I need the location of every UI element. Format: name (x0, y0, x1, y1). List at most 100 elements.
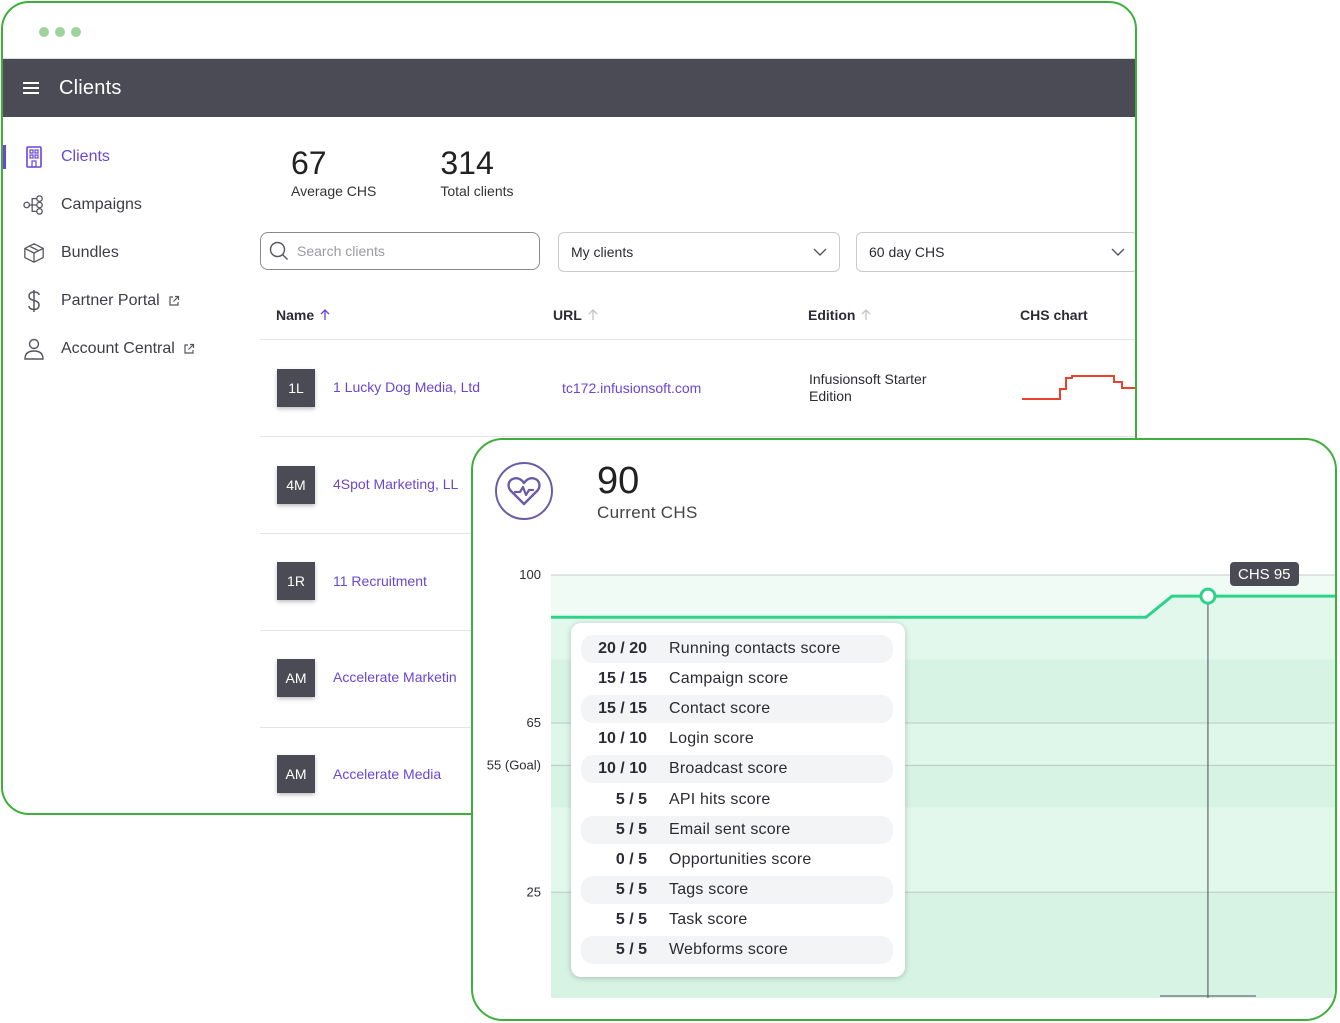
score-label: Contact score (669, 700, 771, 717)
sidebar-item-clients[interactable]: Clients (3, 133, 243, 181)
score-row: 15 / 15 Campaign score (581, 665, 893, 693)
average-chs-value: 67 (291, 145, 327, 181)
sidebar-item-partner-portal[interactable]: Partner Portal (3, 277, 243, 325)
dollar-icon (23, 290, 45, 312)
score-value: 15 / 15 (598, 700, 647, 717)
sidebar-item-account-central[interactable]: Account Central (3, 325, 243, 373)
avatar: 1R (277, 562, 315, 600)
sidebar-item-label: Account Central (61, 340, 175, 357)
y-tick-label: 65 (527, 715, 541, 730)
window-dot[interactable] (71, 27, 81, 37)
score-value: 5 / 5 (615, 941, 647, 958)
table-row[interactable]: AM Accelerate Media (260, 728, 1135, 813)
score-row: 20 / 20 Running contacts score (581, 635, 893, 663)
table-row[interactable]: 1L 1 Lucky Dog Media, Ltd tc172.infusion… (260, 340, 1135, 437)
highlight-point (1199, 587, 1217, 605)
period-select[interactable]: 60 day CHS (856, 232, 1135, 272)
health-icon-badge (495, 462, 553, 520)
flow-icon (23, 194, 45, 216)
owner-select[interactable]: My clients (558, 232, 840, 272)
score-value: 10 / 10 (598, 760, 647, 777)
score-row: 5 / 5 Tags score (581, 876, 893, 904)
stats-summary: 67 Average CHS 314 Total clients (291, 145, 514, 199)
y-tick-label: 55 (Goal) (487, 757, 541, 772)
client-name-link[interactable]: 4Spot Marketing, LL (333, 476, 459, 492)
column-edition[interactable]: Edition (808, 307, 871, 323)
chevron-down-icon (1111, 248, 1125, 256)
window-dot[interactable] (55, 27, 65, 37)
score-value: 15 / 15 (598, 670, 647, 687)
score-label: Opportunities score (669, 851, 812, 868)
score-value: 20 / 20 (598, 640, 647, 657)
avatar: 4M (277, 466, 315, 504)
search-box (260, 232, 540, 270)
chs-sparkline (1022, 375, 1135, 400)
column-chs-chart-label: CHS chart (1020, 307, 1088, 323)
score-label: Tags score (669, 881, 749, 898)
score-row: 5 / 5 Webforms score (581, 936, 893, 964)
external-link-icon (168, 295, 180, 307)
score-value: 5 / 5 (615, 791, 647, 808)
period-select-value: 60 day CHS (869, 244, 945, 260)
external-link-icon (183, 343, 195, 355)
score-row: 15 / 15 Contact score (581, 695, 893, 723)
sidebar-item-bundles[interactable]: Bundles (3, 229, 243, 277)
chevron-down-icon (813, 248, 827, 256)
score-row: 5 / 5 Task score (581, 906, 893, 934)
titlebar-divider (3, 58, 1135, 59)
score-label: Login score (669, 730, 754, 747)
score-row: 0 / 5 Opportunities score (581, 846, 893, 874)
sidebar-item-label: Bundles (61, 244, 119, 261)
sidebar: Clients Campaigns Bundles Partner Portal (3, 133, 243, 373)
building-icon (23, 146, 45, 168)
window-controls (39, 27, 81, 37)
table-row[interactable]: AM Accelerate Marketin (260, 631, 1135, 728)
sidebar-item-campaigns[interactable]: Campaigns (3, 181, 243, 229)
chs-detail-panel: 100 65 55 (Goal) 25 90 Current CHS CHS 95 2… (471, 438, 1337, 1021)
column-name[interactable]: Name (276, 307, 330, 323)
avatar: AM (277, 755, 315, 793)
series-line (551, 594, 1335, 619)
menu-icon[interactable] (23, 82, 39, 94)
client-name-link[interactable]: Accelerate Media (333, 766, 442, 782)
total-clients-value: 314 (440, 145, 494, 181)
sort-arrow-up-icon (588, 309, 598, 320)
client-name-link[interactable]: 1 Lucky Dog Media, Ltd (333, 379, 481, 395)
heart-pulse-icon (507, 477, 541, 506)
sidebar-item-label: Clients (61, 148, 110, 165)
client-url-link[interactable]: tc172.infusionsoft.com (562, 380, 702, 396)
y-tick-label: 25 (527, 884, 541, 899)
page-title: Clients (59, 76, 122, 99)
column-edition-label: Edition (808, 307, 856, 323)
score-label: Task score (669, 911, 748, 928)
sort-arrow-up-icon (861, 309, 871, 320)
column-chs-chart: CHS chart (1020, 307, 1088, 323)
score-value: 5 / 5 (615, 881, 647, 898)
hover-value-badge: CHS 95 (1230, 562, 1299, 586)
client-edition: Infusionsoft Starter Edition (809, 371, 927, 404)
search-icon (269, 241, 288, 260)
sort-arrow-up-icon (320, 309, 330, 320)
user-icon (23, 338, 45, 360)
table-header: Name URL Edition CHS chart (260, 291, 1135, 340)
score-row: 10 / 10 Broadcast score (581, 755, 893, 783)
score-row: 5 / 5 Email sent score (581, 816, 893, 844)
stat-average: 67 Average CHS (291, 145, 376, 199)
column-name-label: Name (276, 307, 315, 323)
score-label: Running contacts score (669, 640, 841, 657)
score-value: 5 / 5 (615, 911, 647, 928)
score-label: API hits score (669, 791, 771, 808)
sidebar-item-label: Partner Portal (61, 292, 160, 309)
window-dot[interactable] (39, 27, 49, 37)
client-name-link[interactable]: Accelerate Marketin (333, 669, 457, 685)
average-chs-label: Average CHS (291, 183, 377, 199)
score-row: 10 / 10 Login score (581, 725, 893, 753)
client-name-link[interactable]: 11 Recruitment (333, 573, 427, 589)
avatar: 1L (277, 369, 315, 407)
app-bar: Clients (3, 59, 1135, 117)
score-row: 5 / 5 API hits score (581, 786, 893, 814)
column-url-label: URL (553, 307, 582, 323)
current-chs-value: 90 (597, 460, 640, 502)
search-input[interactable] (295, 242, 519, 260)
column-url[interactable]: URL (553, 307, 598, 323)
